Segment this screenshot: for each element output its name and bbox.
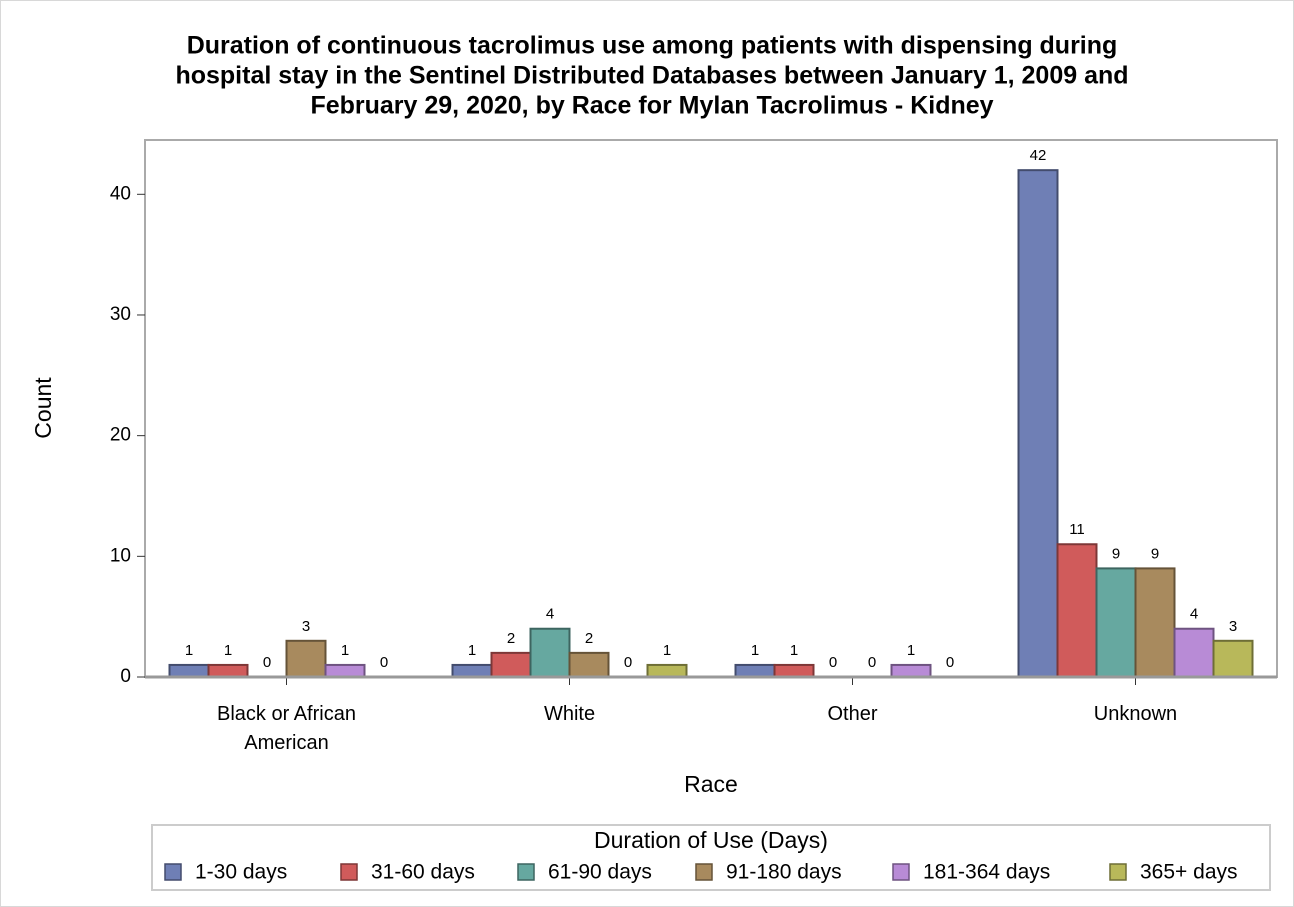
- value-label: 3: [302, 618, 310, 635]
- legend-swatch: [340, 863, 358, 881]
- legend-label: 61-90 days: [548, 861, 652, 884]
- value-label: 2: [507, 630, 515, 647]
- chart-title: hospital stay in the Sentinel Distribute…: [175, 62, 1128, 90]
- bar: [773, 663, 815, 678]
- legend-swatch: [517, 863, 535, 881]
- value-label: 0: [829, 654, 837, 671]
- bar: [1056, 543, 1098, 678]
- bar: [324, 663, 366, 678]
- bar: [1017, 169, 1059, 678]
- y-tick-label: 20: [110, 425, 131, 446]
- value-label: 9: [1151, 545, 1159, 562]
- bar: [168, 663, 210, 678]
- legend-label: 31-60 days: [371, 861, 475, 884]
- chart-title: Duration of continuous tacrolimus use am…: [187, 32, 1118, 60]
- value-label: 9: [1112, 545, 1120, 562]
- value-label: 42: [1030, 147, 1047, 164]
- bar: [1134, 567, 1176, 678]
- value-label: 0: [263, 654, 271, 671]
- y-tick-label: 30: [110, 304, 131, 325]
- legend-label: 91-180 days: [726, 861, 842, 884]
- legend-title: Duration of Use (Days): [594, 827, 828, 853]
- x-tick-label: Black or African American: [217, 703, 356, 754]
- legend-swatch: [164, 863, 182, 881]
- value-label: 4: [546, 606, 554, 623]
- bar: [285, 639, 327, 678]
- legend-swatch: [695, 863, 713, 881]
- legend-label: 181-364 days: [923, 861, 1050, 884]
- bar: [890, 663, 932, 678]
- value-label: 1: [468, 642, 476, 659]
- value-label: 1: [790, 642, 798, 659]
- bar: [1212, 639, 1254, 678]
- y-tick-label: 0: [120, 666, 131, 687]
- value-label: 1: [185, 642, 193, 659]
- value-label: 2: [585, 630, 593, 647]
- chart-title: February 29, 2020, by Race for Mylan Tac…: [310, 92, 993, 120]
- bar: [568, 651, 610, 679]
- value-label: 0: [624, 654, 632, 671]
- bar: [490, 651, 532, 679]
- value-label: 1: [224, 642, 232, 659]
- value-label: 3: [1229, 618, 1237, 635]
- legend-label: 1-30 days: [195, 861, 287, 884]
- value-label: 1: [341, 642, 349, 659]
- y-tick-label: 10: [110, 545, 131, 566]
- value-label: 0: [380, 654, 388, 671]
- x-tick-label: Unknown: [1094, 703, 1177, 725]
- x-tick-label: White: [544, 703, 595, 725]
- y-tick-label: 40: [110, 183, 131, 204]
- value-label: 0: [946, 654, 954, 671]
- legend-box: [151, 824, 1271, 891]
- x-tick-label: Other: [827, 703, 877, 725]
- bar: [207, 663, 249, 678]
- value-label: 4: [1190, 606, 1198, 623]
- bar: [734, 663, 776, 678]
- bar: [451, 663, 493, 678]
- legend-swatch: [1109, 863, 1127, 881]
- value-label: 1: [663, 642, 671, 659]
- value-label: 1: [751, 642, 759, 659]
- bar: [1173, 627, 1215, 679]
- bar: [646, 663, 688, 678]
- y-axis-label: Count: [30, 377, 56, 439]
- value-label: 0: [868, 654, 876, 671]
- value-label: 11: [1069, 521, 1085, 538]
- bar: [529, 627, 571, 679]
- value-label: 1: [907, 642, 915, 659]
- legend-swatch: [892, 863, 910, 881]
- x-axis-label: Race: [684, 771, 738, 797]
- bar: [1095, 567, 1137, 678]
- legend-label: 365+ days: [1140, 861, 1238, 884]
